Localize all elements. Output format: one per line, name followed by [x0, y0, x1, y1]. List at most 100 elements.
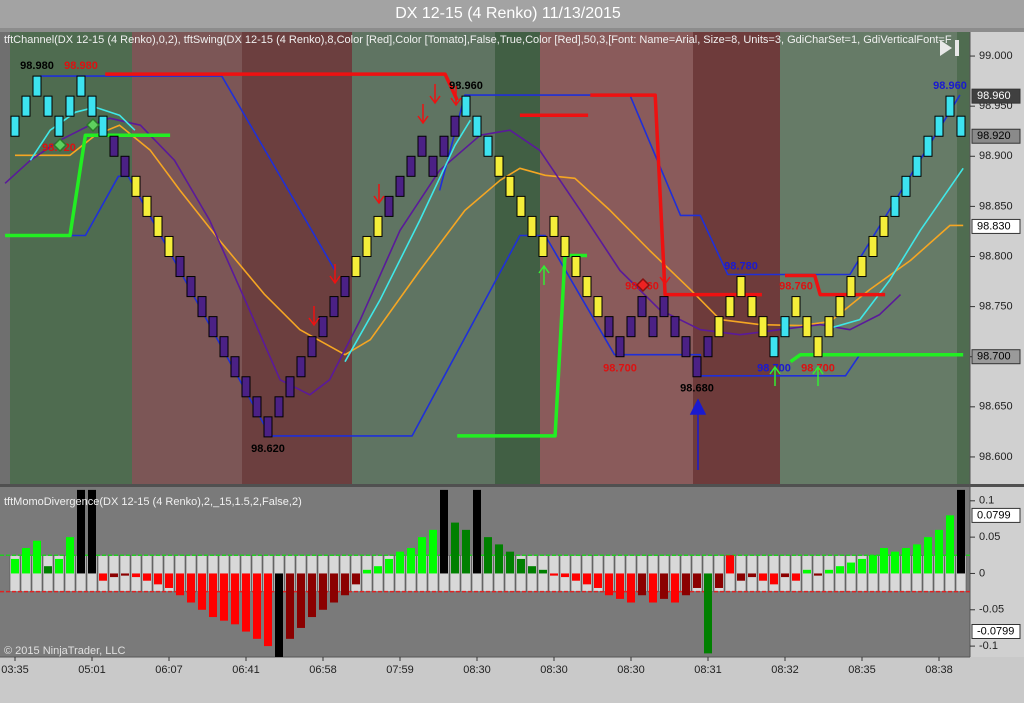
momentum-bar	[759, 573, 767, 581]
renko-brick	[285, 376, 295, 398]
renko-brick	[142, 195, 152, 217]
renko-brick	[846, 276, 856, 298]
momentum-bar	[132, 573, 140, 578]
indicator-label: tftChannel(DX 12-15 (4 Renko),0,2), tftS…	[4, 34, 952, 46]
momentum-bar	[143, 573, 151, 581]
axis-marker-box	[971, 507, 1021, 523]
renko-brick	[230, 356, 240, 378]
x-tick-label: 03:35	[1, 664, 29, 676]
momentum-bar	[517, 558, 525, 574]
renko-brick	[417, 135, 427, 157]
sell-arrow	[450, 86, 462, 107]
momentum-bar	[66, 537, 74, 574]
momentum-bar	[660, 573, 668, 599]
momentum-bar	[187, 573, 195, 603]
momentum-bar	[286, 573, 294, 639]
y-tick-label: 98.650	[979, 401, 1013, 413]
momentum-bar	[924, 537, 932, 574]
renko-brick	[714, 316, 724, 338]
x-tick-label: 05:01	[78, 664, 106, 676]
renko-brick	[813, 336, 823, 358]
band	[780, 32, 957, 484]
renko-brick	[560, 235, 570, 257]
time-axis-bg	[0, 657, 1024, 703]
momentum-bar	[737, 573, 745, 581]
renko-brick	[659, 296, 669, 318]
axis-marker-box	[971, 128, 1021, 144]
renko-brick	[307, 336, 317, 358]
momentum-bar	[363, 569, 371, 574]
renko-brick	[472, 115, 482, 137]
momentum-bar	[374, 566, 382, 574]
momentum-bar	[231, 573, 239, 625]
momentum-bar	[825, 569, 833, 574]
momentum-bar	[264, 573, 272, 647]
y-tick-label: 0	[979, 567, 985, 579]
band	[495, 32, 540, 484]
momentum-bar	[649, 573, 657, 603]
renko-brick	[934, 115, 944, 137]
momentum-bar	[220, 573, 228, 621]
renko-brick	[527, 215, 537, 237]
y-tick-label: 98.800	[979, 250, 1013, 262]
renko-brick	[615, 336, 625, 358]
band	[693, 32, 780, 484]
renko-brick	[318, 316, 328, 338]
x-tick-label: 06:41	[232, 664, 260, 676]
indicator-line	[40, 75, 961, 276]
momentum-bar	[803, 569, 811, 574]
price-annotation: 98.620	[251, 443, 285, 455]
renko-brick	[637, 296, 647, 318]
y-tick-label: 98.600	[979, 451, 1013, 463]
x-tick-label: 08:30	[617, 664, 645, 676]
renko-brick	[153, 215, 163, 237]
price-annotation: 98.960	[933, 80, 967, 92]
renko-brick	[857, 255, 867, 278]
indicator-line	[105, 72, 886, 297]
momentum-bar	[770, 573, 778, 585]
renko-brick	[626, 316, 636, 338]
price-annotation: 98.980	[64, 60, 98, 72]
renko-brick	[890, 195, 900, 217]
momentum-bar	[693, 573, 701, 588]
x-tick-label: 08:38	[925, 664, 953, 676]
renko-brick	[505, 175, 515, 197]
momentum-bar	[792, 573, 800, 581]
renko-brick	[879, 215, 889, 237]
renko-brick	[648, 316, 658, 338]
buy-arrow	[812, 365, 824, 386]
swing-diamond	[52, 137, 68, 153]
renko-brick	[384, 195, 394, 217]
y-tick-label: 98.850	[979, 200, 1013, 212]
renko-brick	[54, 115, 64, 137]
momentum-bar	[495, 544, 503, 574]
axis-marker-label: 98.960	[977, 90, 1011, 102]
momentum-bar	[726, 555, 734, 574]
renko-brick	[692, 356, 702, 378]
renko-brick	[120, 155, 130, 177]
x-tick-label: 08:31	[694, 664, 722, 676]
momentum-bar	[88, 489, 96, 574]
renko-brick	[516, 195, 526, 217]
renko-brick	[21, 95, 31, 117]
momentum-bar	[781, 573, 789, 578]
renko-brick	[450, 115, 460, 137]
momentum-bar	[528, 566, 536, 574]
momentum-bar	[572, 573, 580, 581]
momentum-bar	[253, 573, 261, 639]
play-icon[interactable]	[940, 40, 959, 56]
renko-brick	[758, 316, 768, 338]
renko-brick	[582, 276, 592, 298]
axis-marker-label: 98.700	[977, 351, 1011, 363]
renko-brick	[98, 115, 108, 137]
momentum-bar	[385, 558, 393, 574]
signal-arrows	[52, 84, 824, 470]
trend-bands	[0, 32, 970, 484]
momentum-bar	[308, 573, 316, 618]
momentum-bar	[33, 540, 41, 574]
title-bar	[0, 0, 1024, 28]
renko-brick	[791, 296, 801, 318]
time-axis: 03:35 05:01 06:07 06:41 06:58 07:59 08:30 08:30…	[1, 657, 953, 676]
momentum-bar	[561, 573, 569, 578]
